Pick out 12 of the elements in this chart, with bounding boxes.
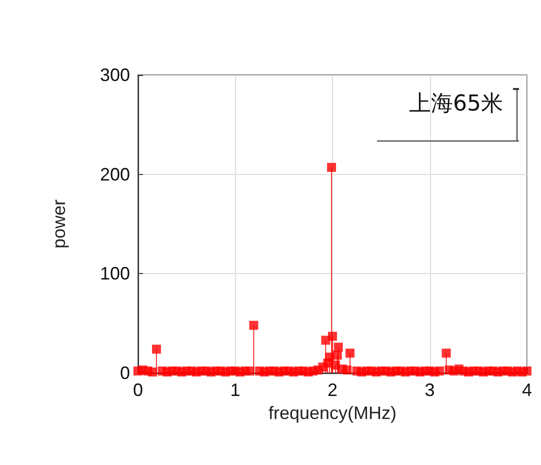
x-tick-label: 0 [132,380,144,400]
y-axis-title: power [49,199,69,249]
x-tick-label: 2 [327,380,338,400]
annotation: 上海65米 [409,92,504,116]
y-tick-label: 300 [100,65,130,85]
x-tick-label: 4 [522,380,532,400]
x-axis-title: frequency(MHz) [268,402,397,423]
x-tick-label: 3 [424,380,435,400]
x-tick-label: 1 [230,380,240,400]
y-tick-label: 100 [100,264,130,284]
y-tick-label: 0 [120,363,130,383]
y-tick-label: 200 [100,164,130,184]
